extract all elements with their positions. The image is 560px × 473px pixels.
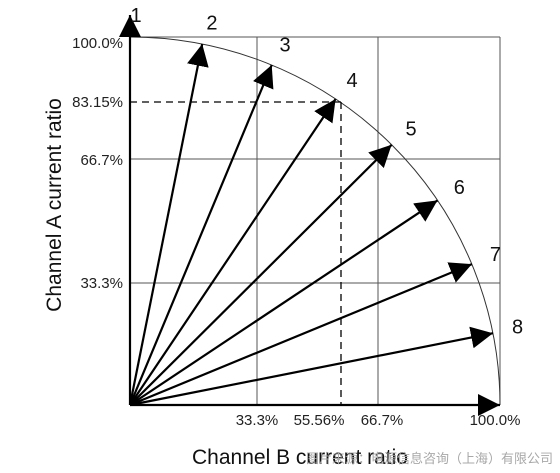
vector-arrow-7 xyxy=(129,262,473,407)
x-axis-title: Channel B current ratio xyxy=(192,446,408,469)
vector-labels: 1 2 3 4 5 6 7 8 xyxy=(130,5,523,339)
vector-arrow-3 xyxy=(128,64,274,406)
y-tick-83: 83.15% xyxy=(72,94,123,111)
watermark-text: 图片来源：电源信息咨询（上海）有限公司 xyxy=(306,451,553,467)
x-tick-100: 100.0% xyxy=(470,412,521,429)
vector-arrow-5 xyxy=(129,144,393,406)
vector-label-8: 8 xyxy=(512,317,523,339)
vector-arrow-2 xyxy=(128,43,209,406)
vector-label-3: 3 xyxy=(279,34,290,56)
vector-arrow-8 xyxy=(129,326,494,407)
y-tick-67: 66.7% xyxy=(80,152,123,169)
vectors xyxy=(128,43,494,407)
vector-label-6: 6 xyxy=(454,177,465,199)
vector-label-5: 5 xyxy=(405,118,416,140)
vector-arrow-6 xyxy=(129,199,439,406)
vector-label-2: 2 xyxy=(206,12,217,34)
x-tick-33: 33.3% xyxy=(236,412,279,429)
vector-arrow-4 xyxy=(129,98,337,406)
guide-lines-vector-4 xyxy=(130,101,342,405)
y-tick-33: 33.3% xyxy=(80,275,123,292)
vector-label-1: 1 xyxy=(130,5,141,27)
vector-label-7: 7 xyxy=(490,244,501,266)
vector-label-4: 4 xyxy=(347,70,358,92)
x-tick-55: 55.56% xyxy=(294,412,345,429)
y-axis-title: Channel A current ratio xyxy=(43,98,66,312)
x-tick-67: 66.7% xyxy=(361,412,404,429)
y-tick-100: 100.0% xyxy=(72,35,123,52)
